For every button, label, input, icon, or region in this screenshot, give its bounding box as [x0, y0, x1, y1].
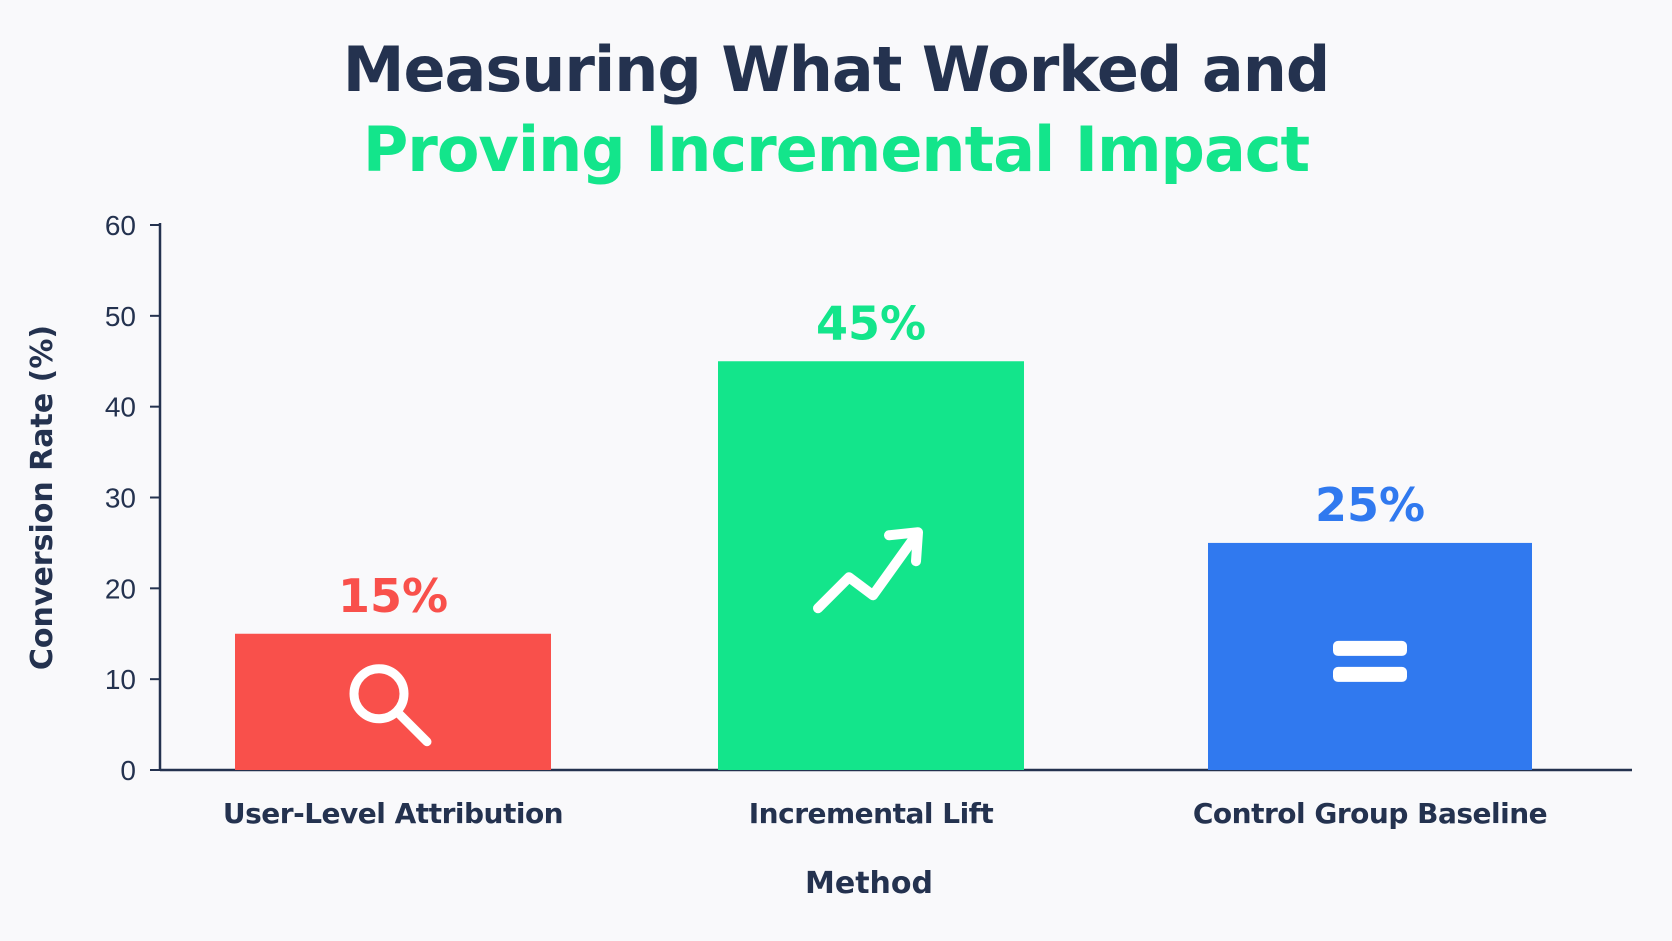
y-tick-label: 0: [120, 755, 136, 786]
chart-title: Measuring What Worked and Proving Increm…: [0, 30, 1672, 190]
y-tick-label: 50: [105, 301, 136, 332]
x-category-label: Incremental Lift: [749, 797, 994, 830]
x-category-label: User-Level Attribution: [223, 797, 563, 830]
bar: [718, 361, 1024, 770]
data-label: 15%: [338, 569, 448, 623]
chart-title-line-2: Proving Incremental Impact: [362, 113, 1310, 186]
equals-icon: [1333, 640, 1407, 682]
bar: [1208, 542, 1532, 770]
y-tick-label: 60: [105, 210, 136, 241]
y-tick-label: 20: [105, 573, 136, 604]
trending-up-icon: [813, 527, 923, 614]
chart-title-line-1: Measuring What Worked and: [342, 33, 1330, 106]
x-axis-title: Method: [805, 866, 933, 901]
y-tick-label: 40: [105, 392, 136, 423]
y-tick-label: 30: [105, 483, 136, 514]
search-icon: [349, 664, 432, 747]
data-label: 25%: [1315, 478, 1425, 532]
bar: [235, 633, 551, 770]
data-label: 45%: [816, 296, 926, 350]
y-tick-label: 10: [105, 664, 136, 695]
y-axis-title: Conversion Rate (%): [25, 325, 60, 670]
x-category-label: Control Group Baseline: [1193, 797, 1547, 830]
